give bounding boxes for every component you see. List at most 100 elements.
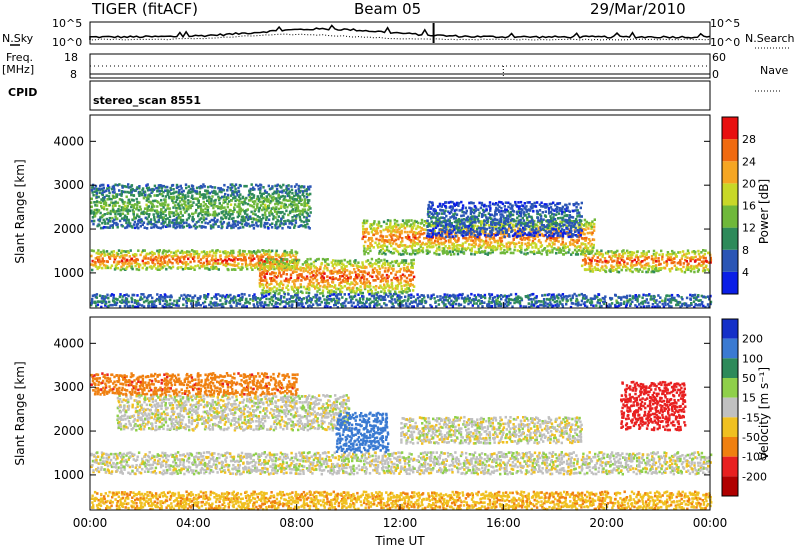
power-cell (526, 201, 529, 204)
power-cell (381, 239, 384, 243)
power-cell (243, 216, 247, 219)
power-cell (130, 184, 134, 187)
power-cell (522, 222, 525, 225)
power-cell (143, 264, 146, 267)
power-cell (508, 245, 511, 248)
power-cell (263, 263, 267, 266)
power-cell (537, 247, 540, 251)
power-cell (448, 228, 452, 232)
power-cell (554, 203, 557, 207)
power-cell (305, 275, 309, 278)
power-cell (465, 226, 468, 230)
power-cell (517, 210, 520, 213)
power-cell (390, 232, 393, 235)
power-cell (483, 220, 486, 223)
power-cell (490, 217, 493, 220)
power-cell (553, 242, 556, 246)
power-cell (321, 275, 324, 278)
power-cell (287, 213, 290, 217)
power-cell (209, 185, 212, 188)
power-cell (387, 268, 390, 272)
power-cell (560, 249, 563, 252)
power-cell (154, 220, 157, 224)
power-cell (444, 244, 447, 248)
power-cell (326, 275, 329, 278)
power-cell (129, 222, 132, 225)
power-cell (468, 235, 471, 238)
power-cell (464, 241, 467, 244)
power-cell (475, 216, 479, 219)
power-cell (455, 224, 458, 228)
power-cell (265, 209, 268, 212)
power-cell (345, 265, 348, 268)
power-cell (278, 271, 281, 275)
power-cell (236, 264, 239, 267)
power-cell (186, 253, 189, 257)
power-cell (465, 225, 468, 228)
power-cell (516, 216, 519, 220)
power-cell (256, 218, 259, 222)
power-cell (281, 226, 284, 230)
power-cell (168, 219, 171, 222)
power-cell (400, 287, 403, 291)
power-cell (280, 260, 283, 263)
power-cell (402, 266, 406, 270)
power-cell (366, 284, 369, 288)
power-cell (518, 231, 521, 234)
power-cell (322, 276, 326, 280)
power-cell (97, 260, 100, 264)
power-cell (122, 206, 125, 209)
power-cell (604, 270, 608, 274)
power-cell (114, 264, 118, 268)
power-cell (525, 224, 529, 227)
power-cell (477, 219, 480, 223)
power-cell (420, 226, 423, 230)
power-cell (582, 237, 585, 241)
power-cell (167, 195, 171, 199)
power-cell (596, 259, 599, 263)
power-cell (288, 210, 292, 214)
power-cell (673, 257, 676, 260)
power-cell (244, 202, 247, 205)
power-cell (668, 268, 671, 271)
power-cell (644, 255, 647, 259)
power-cell (335, 287, 338, 290)
power-cell (113, 221, 116, 225)
power-cell (171, 265, 175, 269)
power-cell (603, 257, 607, 260)
power-cell (369, 284, 372, 288)
power-cell (404, 259, 408, 262)
power-cell (524, 207, 527, 211)
power-cell (308, 199, 311, 202)
power-cell (561, 234, 565, 238)
power-cell (209, 300, 212, 304)
power-cell (466, 215, 470, 219)
power-cell (169, 260, 172, 264)
power-cell (531, 241, 534, 245)
power-cell (598, 260, 601, 263)
power-cell (226, 255, 229, 259)
power-cell (147, 261, 150, 265)
power-cell (686, 249, 690, 252)
power-cell (571, 216, 575, 219)
power-cell (410, 219, 413, 222)
power-cell (317, 257, 320, 261)
power-cell (436, 218, 440, 221)
power-cell (157, 189, 160, 192)
power-cell (552, 225, 555, 229)
power-cell (177, 185, 180, 189)
power-cell (198, 190, 201, 194)
power-cell (106, 184, 110, 187)
power-cell (494, 234, 497, 237)
power-cell (548, 234, 551, 237)
power-cell (487, 223, 491, 227)
power-cell (102, 205, 106, 209)
power-cell (225, 196, 228, 199)
power-cell (693, 252, 697, 255)
power-cell (557, 240, 560, 243)
power-cell (343, 265, 347, 268)
power-cell (399, 241, 403, 244)
power-cell (132, 259, 135, 263)
power-cell (279, 282, 282, 285)
power-cell (199, 184, 203, 188)
